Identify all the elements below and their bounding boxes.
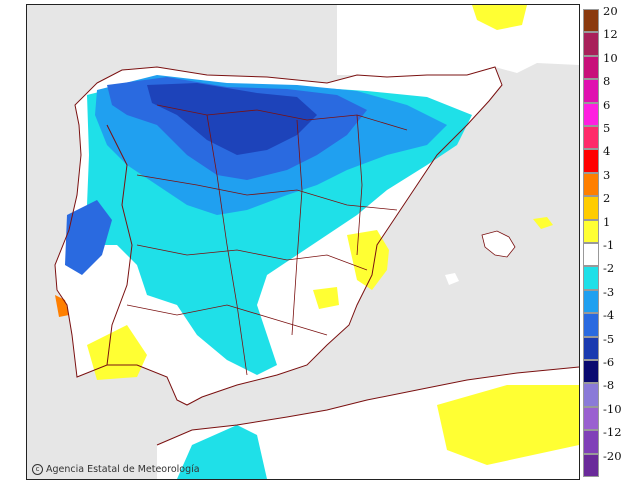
legend-label: 6 [603, 97, 611, 112]
legend-swatch [583, 172, 599, 197]
legend-label: 4 [603, 144, 611, 159]
legend-swatch [583, 383, 599, 407]
alps-blank [537, 5, 579, 45]
legend-swatch [583, 149, 599, 173]
anomaly-warm-lisbon [55, 295, 69, 317]
legend-swatch [583, 289, 599, 314]
legend-swatch [583, 55, 599, 80]
province-border [136, 244, 368, 271]
anomaly-warm-africa [437, 385, 579, 465]
agency-credit: c Agencia Estatal de Meteorología [32, 464, 200, 475]
legend-swatch [583, 9, 599, 33]
temperature-anomaly-map [26, 4, 580, 480]
anomaly-warm-france [472, 5, 527, 30]
province-border [356, 114, 363, 256]
anomaly-gibraltar [177, 425, 267, 479]
copyright-icon: c [32, 464, 43, 475]
legend-swatch [583, 196, 599, 220]
legend-label: 10 [603, 50, 618, 65]
legend-swatch [583, 266, 599, 290]
province-border [156, 104, 408, 131]
legend-label: -20 [603, 448, 622, 463]
anomaly-warm-central [313, 287, 339, 309]
menorca-island [533, 217, 553, 229]
legend-label: -6 [603, 355, 615, 369]
legend-label: 2 [603, 191, 611, 206]
legend-label: -5 [603, 331, 615, 346]
legend-swatch [583, 79, 599, 103]
legend-label: 3 [603, 167, 611, 182]
map-canvas [27, 5, 579, 479]
legend-label: 1 [603, 214, 611, 229]
legend-label: 12 [603, 27, 618, 42]
legend-swatch [583, 126, 599, 150]
legend-swatch [583, 360, 599, 384]
color-legend: 20 12 10 8 6 5 4 3 2 1 -1 -2 -3 -4 -5 -6 -8 -10 -12 -20 [582, 5, 628, 477]
legend-label: -1 [603, 238, 615, 252]
legend-label: -4 [603, 308, 615, 323]
mallorca-coast [481, 230, 516, 258]
legend-label: -12 [603, 425, 622, 440]
africa-coastline [156, 366, 579, 446]
legend-swatch [583, 336, 599, 360]
legend-label: 5 [603, 121, 611, 135]
legend-swatch [583, 243, 599, 267]
iberia-coastline [54, 66, 503, 406]
province-border [136, 174, 398, 211]
anomaly-warm-algarve [87, 325, 147, 380]
province-border [206, 114, 248, 376]
anomaly-west-coast [65, 200, 112, 275]
legend-label: -8 [603, 378, 615, 393]
province-border [126, 304, 328, 336]
portugal-spain-border [106, 124, 133, 366]
legend-label: -2 [603, 261, 615, 276]
ibiza-island [445, 273, 459, 285]
legend-label: 20 [603, 4, 618, 18]
anomaly-zone-minus5 [147, 83, 317, 155]
credit-text: Agencia Estatal de Meteorología [46, 464, 200, 475]
mallorca-island [482, 231, 515, 257]
province-border [291, 119, 303, 336]
legend-label: 8 [603, 74, 611, 89]
legend-swatch [583, 453, 599, 477]
legend-swatch [583, 102, 599, 126]
legend-swatch [583, 430, 599, 454]
legend-label: -10 [603, 401, 622, 416]
legend-label: -3 [603, 284, 615, 299]
legend-swatch [583, 32, 599, 56]
legend-swatch [583, 219, 599, 243]
legend-swatch [583, 313, 599, 337]
legend-swatch [583, 406, 599, 431]
